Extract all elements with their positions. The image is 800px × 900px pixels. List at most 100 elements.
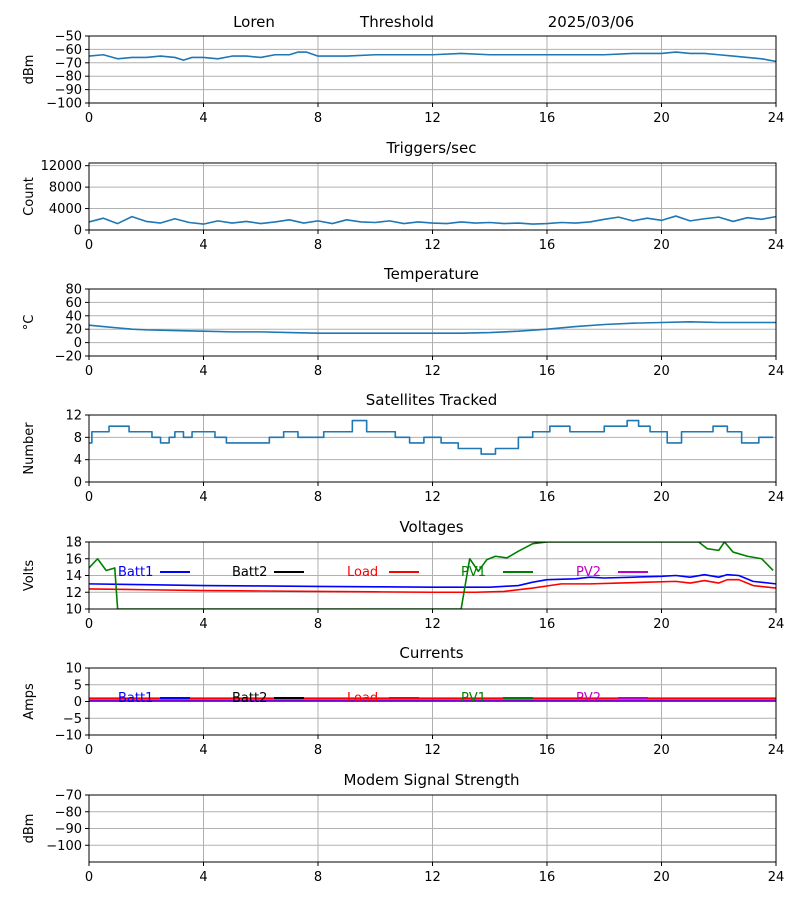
temperature-xtick-label: 12 bbox=[424, 364, 441, 379]
signal-xtick-label: 16 bbox=[539, 111, 556, 126]
currents-xtick-label: 0 bbox=[85, 743, 93, 758]
satellites-xtick-label: 8 bbox=[314, 490, 322, 505]
temperature-xtick-label: 24 bbox=[768, 364, 785, 379]
currents-legend-load-label: Load bbox=[347, 691, 378, 706]
signal-ylabel: dBm bbox=[22, 55, 37, 85]
modem-panel: 0 4 8 12 16 20 24 −100 −90 −80−70 Modem Signal Str… bbox=[22, 771, 784, 885]
triggers-panel: 0 4 8 12 16 20 24 0 4000 8000 12000 Triggers/sec Cou… bbox=[22, 139, 784, 253]
temperature-ytick-label: 80 bbox=[65, 283, 82, 298]
satellites-series-line bbox=[89, 419, 774, 455]
modem-xtick-label: 4 bbox=[199, 870, 207, 885]
satellites-ytick-label: 4 bbox=[74, 453, 82, 468]
temperature-ytick-label: 0 bbox=[74, 336, 82, 351]
currents-ytick-label: 5 bbox=[74, 678, 82, 693]
satellites-xtick-label: 16 bbox=[539, 490, 556, 505]
modem-xtick-label: 24 bbox=[768, 870, 785, 885]
voltages-legend-batt2-label: Batt2 bbox=[232, 565, 267, 580]
voltages-xtick-label: 4 bbox=[199, 617, 207, 632]
triggers-title: Triggers/sec bbox=[386, 139, 477, 157]
modem-ytick-label: −100 bbox=[46, 839, 82, 854]
temperature-xtick-label: 4 bbox=[199, 364, 207, 379]
temperature-xtick-label: 0 bbox=[85, 364, 93, 379]
signal-ytick-label: −80 bbox=[55, 70, 82, 85]
temperature-title: Temperature bbox=[383, 265, 479, 283]
modem-ytick-label: −70 bbox=[55, 789, 82, 804]
voltages-ylabel: Volts bbox=[22, 560, 37, 592]
signal-xtick-label: 4 bbox=[199, 111, 207, 126]
currents-xtick-label: 20 bbox=[653, 743, 670, 758]
triggers-xtick-label: 20 bbox=[653, 238, 670, 253]
triggers-xtick-label: 8 bbox=[314, 238, 322, 253]
satellites-xtick-label: 24 bbox=[768, 490, 785, 505]
temperature-ytick-label: 60 bbox=[65, 296, 82, 311]
voltages-ytick-label: 10 bbox=[65, 603, 82, 618]
voltages-xtick-label: 16 bbox=[539, 617, 556, 632]
station-name: Loren bbox=[233, 13, 275, 31]
modem-xtick-label: 8 bbox=[314, 870, 322, 885]
triggers-xtick-label: 16 bbox=[539, 238, 556, 253]
currents-xtick-label: 16 bbox=[539, 743, 556, 758]
signal-xtick-label: 8 bbox=[314, 111, 322, 126]
currents-xtick-label: 24 bbox=[768, 743, 785, 758]
modem-xtick-label: 0 bbox=[85, 870, 93, 885]
satellites-title: Satellites Tracked bbox=[366, 391, 497, 409]
signal-panel: 0 4 8 12 16 20 24 −100−90−80−70−60−50 dBm bbox=[22, 30, 784, 127]
voltages-ytick-label: 18 bbox=[65, 536, 82, 551]
voltages-xtick-label: 12 bbox=[424, 617, 441, 632]
currents-ytick-label: −5 bbox=[63, 712, 82, 727]
temperature-series-line bbox=[89, 321, 776, 335]
signal-xtick-label: 12 bbox=[424, 111, 441, 126]
modem-title: Modem Signal Strength bbox=[344, 771, 520, 789]
modem-ytick-label: −90 bbox=[55, 822, 82, 837]
currents-ylabel: Amps bbox=[22, 683, 37, 720]
voltages-legend-batt1-label: Batt1 bbox=[118, 565, 153, 580]
satellites-xtick-label: 4 bbox=[199, 490, 207, 505]
satellites-ytick-label: 12 bbox=[65, 409, 82, 424]
satellites-xtick-label: 12 bbox=[424, 490, 441, 505]
satellites-xtick-label: 0 bbox=[85, 490, 93, 505]
triggers-series-line bbox=[89, 215, 776, 225]
currents-ytick-label: 10 bbox=[65, 662, 82, 677]
signal-xtick-label: 20 bbox=[653, 111, 670, 126]
voltages-ytick-label: 14 bbox=[65, 569, 82, 584]
signal-ytick-label: −50 bbox=[55, 30, 82, 45]
signal-xtick-label: 0 bbox=[85, 111, 93, 126]
modem-ylabel: dBm bbox=[22, 814, 37, 844]
currents-title: Currents bbox=[399, 644, 463, 662]
temperature-xtick-label: 8 bbox=[314, 364, 322, 379]
signal-series-line bbox=[89, 51, 776, 63]
temperature-xtick-label: 16 bbox=[539, 364, 556, 379]
signal-ytick-label: −90 bbox=[55, 83, 82, 98]
voltages-xtick-label: 8 bbox=[314, 617, 322, 632]
satellites-ylabel: Number bbox=[22, 422, 37, 475]
voltages-xtick-label: 24 bbox=[768, 617, 785, 632]
signal-ytick-label: −100 bbox=[46, 97, 82, 112]
triggers-ylabel: Count bbox=[22, 177, 37, 216]
temperature-xtick-label: 20 bbox=[653, 364, 670, 379]
voltages-ytick-label: 12 bbox=[65, 586, 82, 601]
voltages-batt1-line bbox=[89, 573, 776, 589]
signal-ytick-label: −60 bbox=[55, 43, 82, 58]
voltages-legend-pv1-label: PV1 bbox=[461, 565, 486, 580]
currents-legend-pv2-label: PV2 bbox=[576, 691, 601, 706]
temperature-ytick-label: 20 bbox=[65, 323, 82, 338]
triggers-ytick-label: 12000 bbox=[41, 159, 82, 174]
satellites-ytick-label: 8 bbox=[74, 431, 82, 446]
modem-xtick-label: 20 bbox=[653, 870, 670, 885]
modem-ytick-label: −80 bbox=[55, 805, 82, 820]
triggers-ytick-label: 8000 bbox=[49, 181, 82, 196]
temperature-ytick-label: −20 bbox=[55, 350, 82, 365]
modem-xtick-label: 16 bbox=[539, 870, 556, 885]
voltages-ytick-label: 16 bbox=[65, 552, 82, 567]
voltages-xtick-label: 20 bbox=[653, 617, 670, 632]
currents-panel: 0 4 8 12 16 20 24 −10 −5 0 510 Currents Amps Batt1 Bat… bbox=[22, 644, 784, 758]
currents-xtick-label: 8 bbox=[314, 743, 322, 758]
satellites-ytick-label: 0 bbox=[74, 476, 82, 491]
voltages-title: Voltages bbox=[399, 518, 463, 536]
currents-xtick-label: 4 bbox=[199, 743, 207, 758]
temperature-ylabel: °C bbox=[22, 315, 37, 331]
voltages-legend-load-label: Load bbox=[347, 565, 378, 580]
